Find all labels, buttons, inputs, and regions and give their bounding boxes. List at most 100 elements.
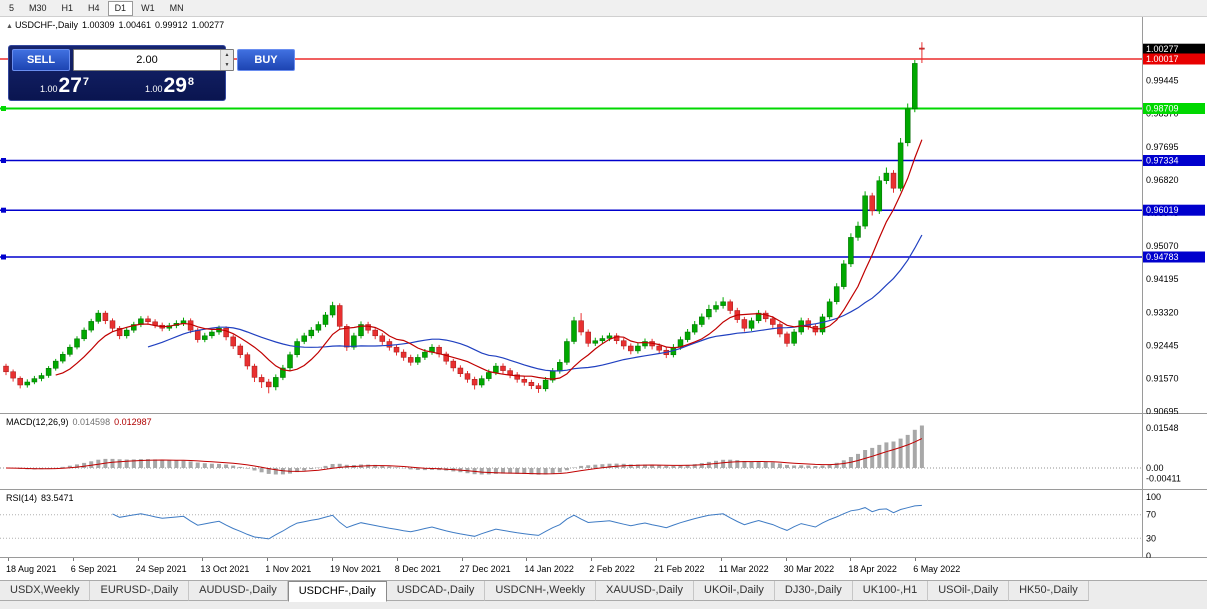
price-axis-label: 0.99445 <box>1146 76 1179 86</box>
date-tick <box>267 558 269 561</box>
macd-indicator-pane[interactable]: 0.01548 0.00 -0.00411 MACD(12,26,9) 0.01459… <box>0 414 1207 490</box>
date-label: 27 Dec 2021 <box>459 564 511 574</box>
date-label: 6 May 2022 <box>913 564 961 574</box>
tab-audusd-daily[interactable]: AUDUSD-,Daily <box>189 581 288 601</box>
one-click-trading-panel: SELL ▲ ▼ BUY 1.00 27 7 1.00 <box>8 45 295 101</box>
price-axis-label: 0.90695 <box>1146 407 1179 414</box>
hline-handle[interactable] <box>1 106 6 111</box>
sell-button[interactable]: SELL <box>12 49 70 71</box>
tab-usoil-daily[interactable]: USOil-,Daily <box>928 581 1010 601</box>
tab-usdx-weekly[interactable]: USDX,Weekly <box>0 581 91 601</box>
volume-input[interactable] <box>74 50 220 70</box>
hline-handle[interactable] <box>1 254 6 260</box>
date-tick <box>526 558 528 561</box>
price-axis-label: 0.94195 <box>1146 274 1179 284</box>
macd-chart: 0.01548 0.00-0.00411 <box>0 414 1207 490</box>
hline-handle[interactable] <box>1 207 6 213</box>
date-label: 21 Feb 2022 <box>654 564 705 574</box>
date-label: 14 Jan 2022 <box>524 564 574 574</box>
chart-title: USDCHF-,Daily <box>14 20 78 30</box>
tab-uk100-h1[interactable]: UK100-,H1 <box>852 581 929 601</box>
price-chart-pane[interactable]: 0.994450.985700.976950.968200.959450.950… <box>0 17 1207 414</box>
date-tick <box>720 558 722 561</box>
tab-dj30-daily[interactable]: DJ30-,Daily <box>774 581 853 601</box>
date-label: 19 Nov 2021 <box>330 564 382 574</box>
buy-price[interactable]: 1.00 29 8 <box>117 71 222 97</box>
timeframe-button-w1[interactable]: W1 <box>141 2 155 13</box>
current-price-box: 1.00277 <box>1143 43 1205 55</box>
macd-main-value: 0.014598 <box>72 417 111 427</box>
symbol-up-icon: ▲ <box>6 23 13 30</box>
chart-tab-bar: USDX,Weekly EURUSD-,Daily AUDUSD-,Daily USD… <box>0 580 1207 609</box>
volume-down-icon[interactable]: ▼ <box>221 60 233 70</box>
macd-signal-line <box>5 438 923 475</box>
price-axis-label: 0.97695 <box>1146 142 1179 152</box>
svg-text:1.00017: 1.00017 <box>1146 54 1179 64</box>
rsi-indicator-pane[interactable]: 100 70 30 0 RSI(14) 83.5471 <box>0 490 1207 558</box>
rsi-axis-label: 70 <box>1146 510 1156 520</box>
date-label: 18 Apr 2022 <box>848 564 897 574</box>
tab-usdcnh-weekly[interactable]: USDCNH-,Weekly <box>485 581 596 601</box>
date-label: 13 Oct 2021 <box>200 564 250 574</box>
date-tick <box>850 558 852 561</box>
hline-handle[interactable] <box>1 158 6 163</box>
date-tick <box>785 558 787 561</box>
tab-hk50-daily[interactable]: HK50-,Daily <box>1009 581 1089 601</box>
tab-usdchf-daily[interactable]: USDCHF-,Daily <box>287 581 387 602</box>
date-tick <box>915 558 917 561</box>
svg-text:0.97334: 0.97334 <box>1146 156 1179 166</box>
date-label: 30 Mar 2022 <box>783 564 835 574</box>
ma-fast-line <box>55 139 923 380</box>
buy-price-pip: 8 <box>187 76 194 88</box>
line-price-box: 0.97334 <box>1143 155 1205 166</box>
line-price-box: 0.94783 <box>1143 251 1205 263</box>
tab-usdcad-daily[interactable]: USDCAD-,Daily <box>386 581 486 601</box>
timeframe-button-mn[interactable]: MN <box>169 2 184 13</box>
date-label: 24 Sep 2021 <box>135 564 187 574</box>
macd-signal-value: 0.012987 <box>114 417 152 427</box>
date-tick <box>332 558 333 561</box>
sell-price[interactable]: 1.00 27 7 <box>12 71 117 97</box>
rsi-axis-label: 0 <box>1146 551 1151 558</box>
timeframe-button-h4[interactable]: H4 <box>88 2 100 13</box>
date-label: 18 Aug 2021 <box>6 564 57 574</box>
date-label: 11 Mar 2022 <box>718 564 769 574</box>
tab-eurusd-daily[interactable]: EURUSD-,Daily <box>90 581 190 601</box>
macd-header: MACD(12,26,9) 0.014598 0.012987 <box>6 417 156 427</box>
date-tick <box>656 558 657 561</box>
date-tick <box>137 558 139 561</box>
date-label: 1 Nov 2021 <box>265 564 312 574</box>
volume-up-icon[interactable]: ▲ <box>221 50 233 60</box>
rsi-axis-label: 100 <box>1146 492 1161 502</box>
ohlc-open: 1.00309 <box>81 20 115 30</box>
rsi-header: RSI(14) 83.5471 <box>6 493 78 503</box>
timeframe-button-5[interactable]: 5 <box>9 2 15 13</box>
svg-text:0.96019: 0.96019 <box>1146 205 1179 215</box>
timeframe-button-m30[interactable]: M30 <box>29 2 47 13</box>
timeframe-button-h1[interactable]: H1 <box>61 2 74 13</box>
line-price-box: 1.00017 <box>1143 53 1205 65</box>
volume-spinner: ▲ ▼ <box>73 49 234 71</box>
chart-header: ▲ USDCHF-,Daily 1.00309 1.00461 0.99912 1.002… <box>6 20 228 30</box>
candlestick-chart[interactable]: 0.994450.985700.976950.968200.959450.950… <box>0 17 1207 414</box>
tab-ukoil-daily[interactable]: UKOil-,Daily <box>694 581 775 601</box>
line-price-box: 0.96019 <box>1143 204 1205 216</box>
price-axis-label: 0.92445 <box>1146 340 1179 350</box>
price-axis-label: 0.96820 <box>1146 175 1179 185</box>
ohlc-high: 1.00461 <box>118 20 152 30</box>
date-tick <box>591 558 593 561</box>
tab-xauusd-daily[interactable]: XAUUSD-,Daily <box>596 581 695 601</box>
macd-label: MACD(12,26,9) <box>6 417 69 427</box>
svg-text:0.98709: 0.98709 <box>1146 104 1179 114</box>
date-label: 6 Sep 2021 <box>70 564 117 574</box>
date-tick <box>72 558 74 561</box>
price-axis-label: 0.91570 <box>1146 374 1179 384</box>
timeframe-button-d1[interactable]: D1 <box>107 0 134 16</box>
sell-price-big: 27 <box>58 74 82 97</box>
sell-price-prefix: 1.00 <box>39 84 58 94</box>
macd-histogram <box>11 425 924 475</box>
buy-button[interactable]: BUY <box>237 49 295 71</box>
ohlc-close: 1.00277 <box>191 20 225 30</box>
ma-slow-line <box>147 234 923 372</box>
